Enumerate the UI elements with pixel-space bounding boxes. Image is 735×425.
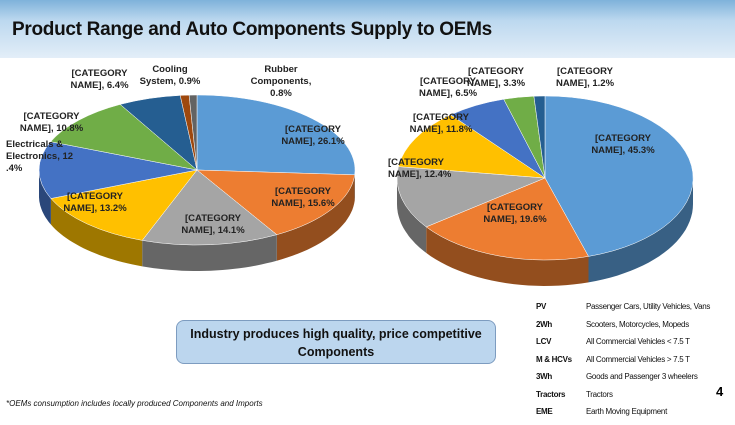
data-label: [CATEGORY NAME], 14.1%	[168, 213, 258, 237]
data-label: [CATEGORY NAME], 26.1%	[268, 124, 358, 148]
data-label: Electricals & Electronics, 12 .4%	[6, 139, 86, 175]
legend-abbr: 3Wh	[536, 372, 586, 390]
data-label: Rubber Components, 0.8%	[242, 64, 320, 100]
data-label: Cooling System, 0.9%	[134, 64, 206, 88]
data-label: [CATEGORY NAME], 19.6%	[470, 202, 560, 226]
data-label: [CATEGORY NAME], 15.6%	[258, 186, 348, 210]
legend-abbr: M & HCVs	[536, 355, 586, 373]
data-label: [CATEGORY NAME], 1.2%	[552, 66, 618, 90]
data-label: [CATEGORY NAME], 12.4%	[388, 157, 458, 181]
data-label: [CATEGORY NAME], 13.2%	[50, 191, 140, 215]
legend-desc: Earth Moving Equipment	[586, 407, 667, 425]
legend-desc: All Commercial Vehicles < 7.5 T	[586, 337, 690, 355]
data-label: [CATEGORY NAME], 3.3%	[462, 66, 530, 90]
data-label: [CATEGORY NAME], 11.8%	[405, 112, 477, 136]
data-label: [CATEGORY NAME], 45.3%	[578, 133, 668, 157]
legend-abbr: LCV	[536, 337, 586, 355]
legend-abbr: Tractors	[536, 390, 586, 408]
legend-abbr: PV	[536, 302, 586, 320]
legend-desc: All Commercial Vehicles > 7.5 T	[586, 355, 690, 373]
legend-desc: Passenger Cars, Utility Vehicles, Vans	[586, 302, 710, 320]
page-number: 4	[716, 384, 723, 399]
data-label: [CATEGORY NAME], 6.4%	[62, 68, 137, 92]
legend-abbr: 2Wh	[536, 320, 586, 338]
legend-abbr: EME	[536, 407, 586, 425]
legend-desc: Goods and Passenger 3 wheelers	[586, 372, 698, 390]
footnote: *OEMs consumption includes locally produ…	[6, 399, 263, 408]
legend-desc: Scooters, Motorcycles, Mopeds	[586, 320, 689, 338]
legend-desc: Tractors	[586, 390, 613, 408]
data-label: [CATEGORY NAME], 10.8%	[14, 111, 89, 135]
callout-box: Industry produces high quality, price co…	[176, 320, 496, 364]
